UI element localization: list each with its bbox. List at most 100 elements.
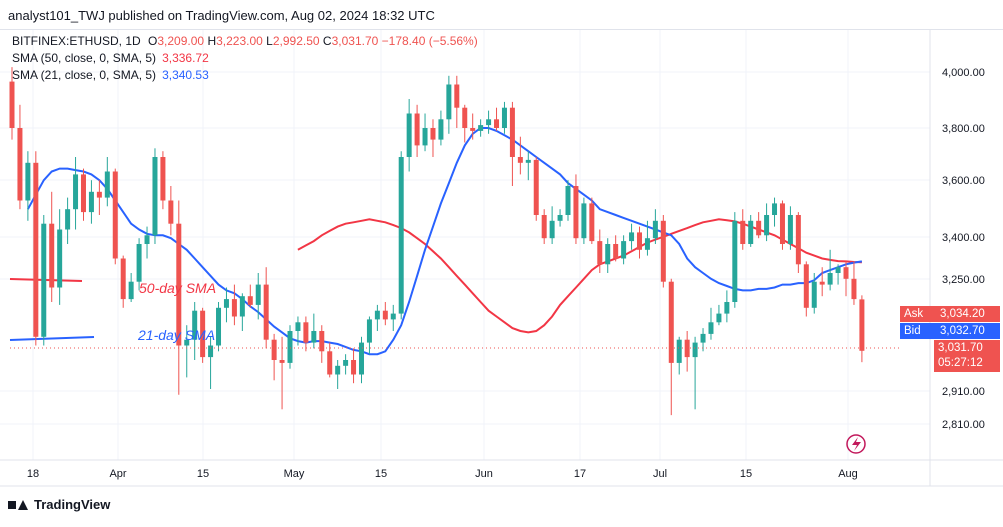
candle-body xyxy=(9,81,15,128)
candle xyxy=(541,209,547,244)
candle-body xyxy=(374,310,380,320)
candle xyxy=(772,197,778,227)
candle-body xyxy=(422,128,428,146)
candle-body xyxy=(57,229,63,288)
candle-body xyxy=(335,365,341,375)
candle-body xyxy=(41,223,47,337)
candle-body xyxy=(152,157,158,236)
candle xyxy=(470,113,476,140)
candle-body xyxy=(279,360,285,363)
candle xyxy=(454,75,460,128)
candle-body xyxy=(303,322,309,343)
candle xyxy=(65,197,71,244)
candle-body xyxy=(414,113,420,146)
candle-body xyxy=(17,128,23,201)
candle xyxy=(287,325,293,369)
candle xyxy=(231,284,237,326)
candle xyxy=(358,336,364,384)
candle xyxy=(120,255,126,308)
candle xyxy=(168,186,174,236)
price-axis[interactable]: 4,000.00 3,800.00 3,600.00 3,400.00 3,250.00… xyxy=(942,67,985,431)
candle-body xyxy=(533,159,539,215)
candle-body xyxy=(494,119,500,128)
candle xyxy=(192,302,198,360)
candle xyxy=(509,101,515,186)
candle-body xyxy=(200,310,206,358)
candle xyxy=(533,157,539,221)
candle xyxy=(104,157,110,207)
candle-body xyxy=(589,203,595,242)
candle xyxy=(152,148,158,244)
candle xyxy=(668,278,674,416)
ohlc-legend: BITFINEX:ETHUSD, 1D O3,209.00 H3,223.00 … xyxy=(12,34,478,48)
time-tick-label: May xyxy=(284,468,305,480)
candle xyxy=(573,174,579,244)
candle xyxy=(33,151,39,346)
time-tick-label: Jul xyxy=(653,468,667,480)
candle xyxy=(9,67,15,140)
candle xyxy=(279,336,285,410)
sma50-legend: SMA (50, close, 0, SMA, 5) 3,336.72 xyxy=(12,51,209,65)
high-value: 3,223.00 xyxy=(216,34,263,48)
candle-body xyxy=(112,171,118,259)
candle xyxy=(708,307,714,340)
candle xyxy=(605,238,611,273)
reference-line-blue xyxy=(9,336,95,341)
candle-body xyxy=(104,171,110,198)
candle-body xyxy=(247,296,253,305)
candle xyxy=(764,203,770,242)
candle xyxy=(327,342,333,378)
candle xyxy=(692,336,698,410)
time-axis[interactable]: 18 Apr 15 May 15 Jun 17 Jul 15 Aug xyxy=(27,468,858,480)
candle-body xyxy=(65,209,71,230)
candle-body xyxy=(184,339,190,346)
candle xyxy=(422,113,428,152)
candle xyxy=(676,336,682,375)
candle xyxy=(779,200,785,250)
candle-body xyxy=(525,159,531,163)
candle xyxy=(740,209,746,250)
candle-body xyxy=(311,331,317,343)
close-value: 3,031.70 xyxy=(331,34,379,48)
open-value: 3,209.00 xyxy=(157,34,205,48)
candle xyxy=(239,293,245,331)
candle xyxy=(144,226,150,259)
candle-body xyxy=(724,302,730,314)
candle-body xyxy=(216,307,222,346)
lightning-icon[interactable] xyxy=(846,434,866,454)
candle xyxy=(17,104,23,210)
candle xyxy=(629,223,635,250)
candle xyxy=(176,200,182,395)
candle xyxy=(128,273,134,302)
candle xyxy=(319,325,325,363)
tradingview-logo[interactable]: TradingView xyxy=(8,497,110,512)
bid-label: Bid xyxy=(904,325,921,337)
ask-value: 3,034.20 xyxy=(940,308,985,320)
candle xyxy=(255,273,261,320)
candle xyxy=(621,235,627,265)
candle xyxy=(406,99,412,172)
candle xyxy=(795,212,801,273)
candle xyxy=(208,336,214,389)
candle-body xyxy=(660,220,666,282)
candle-body xyxy=(295,322,301,331)
candle-body xyxy=(136,244,142,282)
candle xyxy=(819,267,825,297)
candle xyxy=(271,333,277,381)
candle xyxy=(494,107,500,131)
candle-body xyxy=(501,107,507,128)
candle-body xyxy=(438,119,444,140)
candle xyxy=(223,287,229,323)
candle-body xyxy=(621,241,627,259)
candle xyxy=(660,215,666,288)
tradingview-logo-text: TradingView xyxy=(34,497,111,512)
time-tick-label: Jun xyxy=(475,468,493,480)
candle xyxy=(382,302,388,326)
candle-body xyxy=(835,267,841,273)
time-tick-label: 15 xyxy=(197,468,209,480)
candle-body xyxy=(176,223,182,346)
candle-body xyxy=(144,235,150,244)
candle xyxy=(549,206,555,244)
candle-body xyxy=(859,299,865,351)
